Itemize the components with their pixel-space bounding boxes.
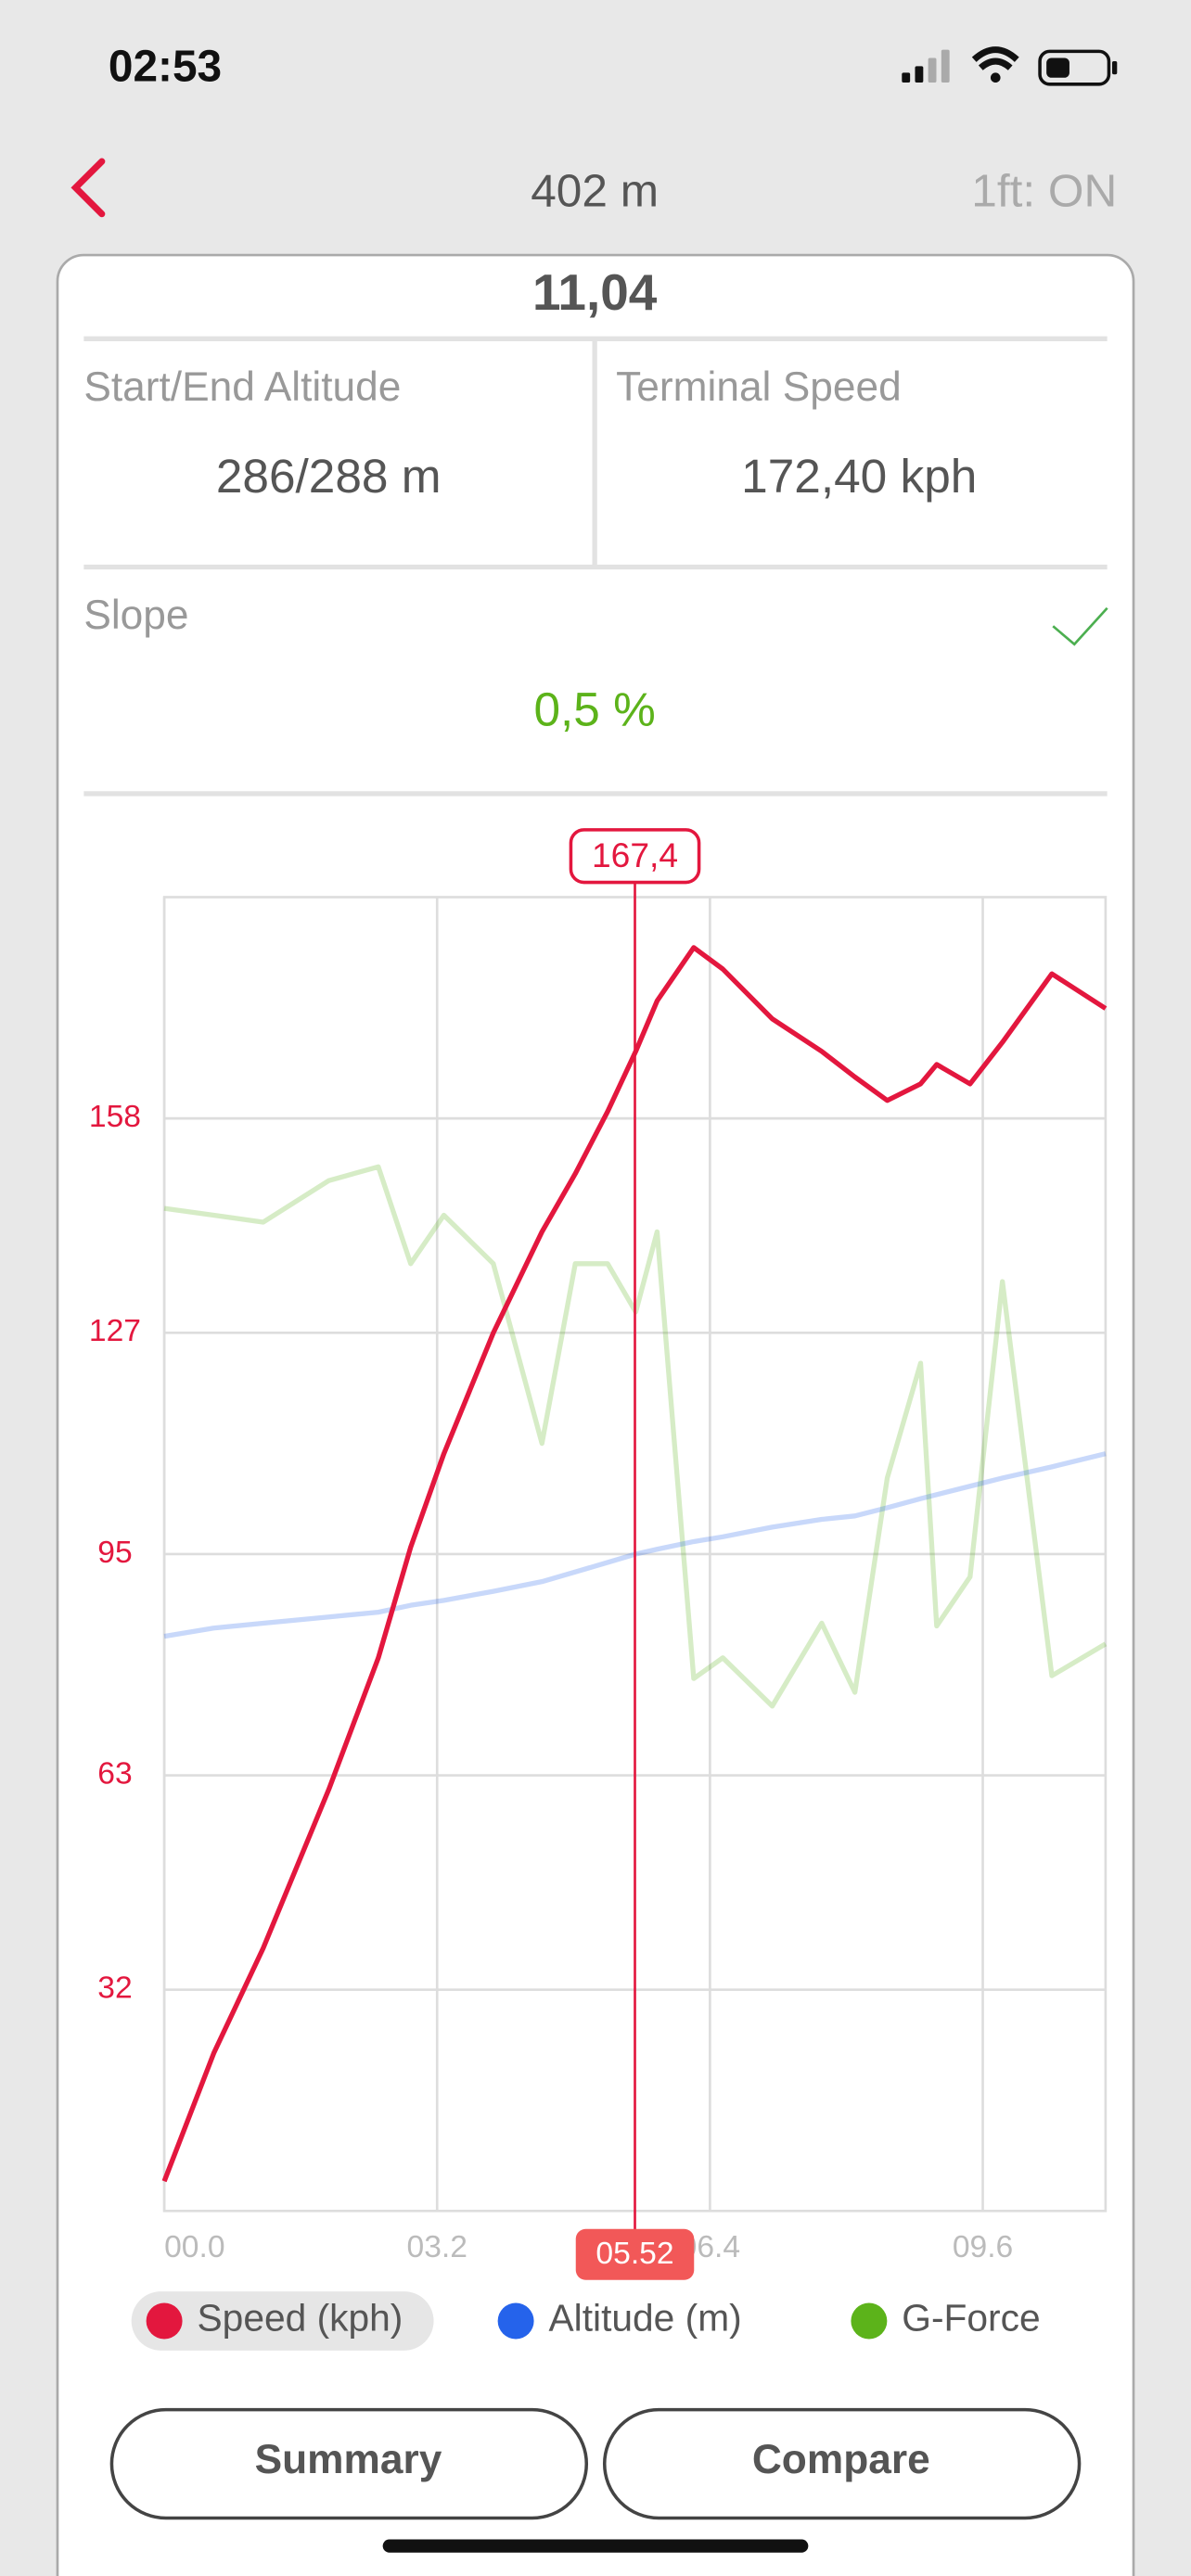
button-label[interactable]: Compare [752,2437,930,2482]
legend-highlight [131,2291,434,2351]
legend-swatch [851,2302,888,2340]
legend-swatch [497,2302,534,2340]
legend-label: Altitude (m) [549,2297,742,2340]
series-line [163,1451,1107,1639]
cursor-x: 05.52 [596,2237,673,2271]
cursor-value-box [569,828,701,885]
stat-value: 286/288 m [216,450,442,503]
y-tick-label: 127 [89,1314,141,1348]
clock: 02:53 [109,43,222,92]
stat-value: 172,40 kph [741,450,977,503]
legend-label: Speed (kph) [198,2297,403,2340]
legend-swatch [146,2302,183,2340]
x-tick-label: 09.6 [953,2230,1013,2264]
x-tick-label: 00.0 [164,2230,224,2264]
run-time: 11,04 [532,263,658,321]
cursor-value: 167,4 [592,835,678,874]
x-tick-label: 03.2 [407,2230,467,2264]
stat-label: Start/End Altitude [83,364,401,410]
cursor-x-box [575,2228,695,2280]
back-button[interactable] [70,158,106,218]
button-label[interactable]: Summary [255,2437,442,2482]
dividers [83,336,1108,797]
y-tick-label: 95 [97,1536,132,1570]
unit-toggle[interactable]: 1ft: ON [971,165,1117,217]
series-line [161,945,1108,2183]
stat-label: Slope [83,593,188,638]
stat-value: 0,5 % [533,683,655,736]
status-icons [902,46,1118,86]
stat-label: Terminal Speed [616,364,902,410]
legend-label: G-Force [902,2297,1040,2340]
legend-item[interactable]: Altitude (m) [497,2297,742,2340]
check-icon [1052,606,1108,646]
summary-button[interactable]: Summary [109,2407,589,2520]
y-tick-label: 63 [97,1756,132,1791]
card [56,253,1135,2576]
series-line [163,1164,1108,1709]
y-tick-label: 32 [97,1971,132,2006]
y-tick-label: 158 [89,1100,141,1134]
header-title: 402 m [531,165,659,217]
legend-item[interactable]: G-Force [851,2297,1041,2340]
home-indicator [382,2539,809,2553]
compare-button[interactable]: Compare [602,2407,1082,2520]
legend-item[interactable]: Speed (kph) [146,2297,403,2340]
